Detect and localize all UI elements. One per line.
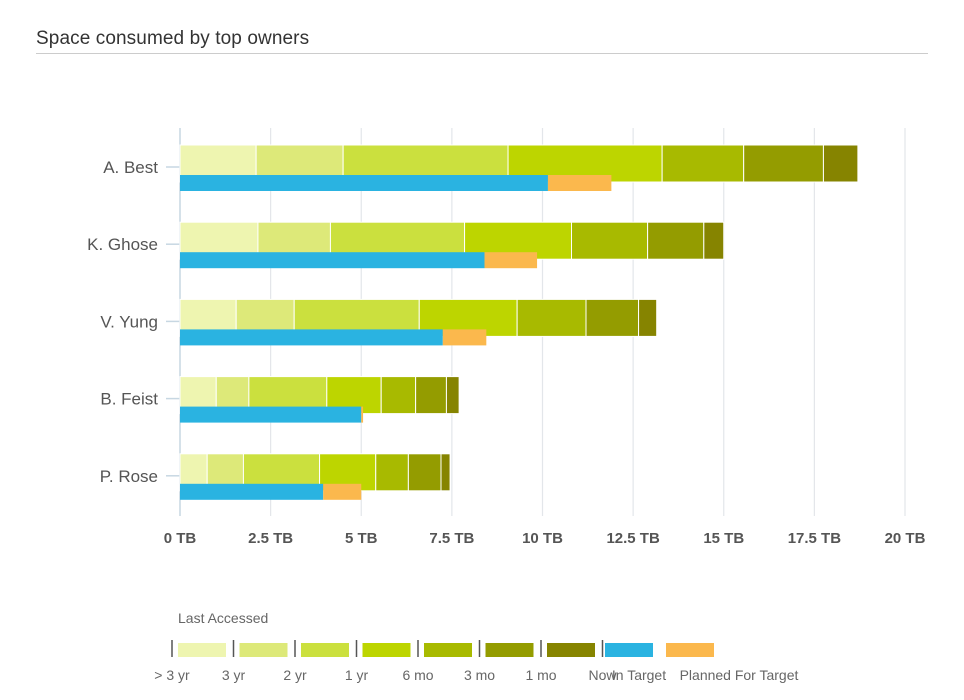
legend-swatch bbox=[547, 643, 595, 657]
legend-label: 3 mo bbox=[464, 667, 495, 683]
legend-label: 6 mo bbox=[402, 667, 433, 683]
x-tick-label: 7.5 TB bbox=[429, 530, 474, 547]
target-bar-segment bbox=[180, 175, 548, 191]
target-bar-segment bbox=[361, 406, 364, 423]
target-bar-segment bbox=[180, 406, 362, 423]
legend-swatch bbox=[362, 643, 411, 657]
bar-segment bbox=[703, 221, 725, 260]
x-tick-label: 2.5 TB bbox=[248, 530, 293, 547]
target-bar-segment bbox=[180, 483, 324, 500]
category-label: P. Rose bbox=[100, 467, 158, 486]
category-label: B. Feist bbox=[100, 390, 158, 409]
bar-segment bbox=[647, 221, 705, 260]
bar-segment bbox=[822, 144, 859, 183]
chart-title: Space consumed by top owners bbox=[36, 28, 310, 49]
target-bar-segment bbox=[180, 329, 443, 346]
x-tick-label: 17.5 TB bbox=[788, 530, 842, 547]
bar-segment bbox=[638, 298, 658, 337]
bar-segment bbox=[407, 453, 442, 492]
category-label: A. Best bbox=[103, 158, 158, 177]
target-bar-segment bbox=[180, 252, 485, 269]
x-tick-label: 0 TB bbox=[164, 530, 197, 547]
bar-segment bbox=[375, 453, 409, 492]
legend-swatch bbox=[485, 643, 534, 657]
category-label: K. Ghose bbox=[87, 235, 158, 254]
legend-swatch bbox=[424, 643, 472, 657]
x-tick-label: 10 TB bbox=[522, 530, 563, 547]
legend-label: 2 yr bbox=[283, 667, 307, 683]
legend-label: 1 yr bbox=[345, 667, 369, 683]
legend-label: Now bbox=[588, 667, 617, 683]
category-label: V. Yung bbox=[100, 312, 158, 331]
legend-label: > 3 yr bbox=[154, 667, 190, 683]
x-tick-label: 20 TB bbox=[885, 530, 926, 547]
legend-swatch bbox=[666, 643, 714, 657]
bar-segment bbox=[585, 298, 640, 337]
legend-swatch bbox=[301, 643, 349, 657]
legend-title: Last Accessed bbox=[178, 610, 269, 626]
bar-segment bbox=[445, 376, 460, 415]
legend-swatch bbox=[178, 643, 226, 657]
bar-segment bbox=[440, 453, 451, 492]
x-tick-label: 12.5 TB bbox=[606, 530, 660, 547]
target-bar-segment bbox=[442, 329, 487, 346]
bar-segment bbox=[415, 376, 447, 415]
bar-segment bbox=[516, 298, 587, 337]
legend-label: 1 mo bbox=[525, 667, 556, 683]
target-bar-segment bbox=[484, 252, 538, 269]
title-divider bbox=[36, 53, 928, 54]
target-bar-segment bbox=[547, 175, 612, 191]
legend-swatch bbox=[605, 643, 653, 657]
bar-segment bbox=[661, 144, 745, 183]
x-tick-label: 15 TB bbox=[703, 530, 744, 547]
target-bar-segment bbox=[323, 483, 362, 500]
x-tick-label: 5 TB bbox=[345, 530, 378, 547]
bar-segment bbox=[743, 144, 824, 183]
bar-segment bbox=[571, 221, 649, 260]
bar-segment bbox=[380, 376, 417, 415]
legend-swatch bbox=[239, 643, 288, 657]
legend-label: Planned For Target bbox=[680, 667, 799, 683]
legend-label: 3 yr bbox=[222, 667, 246, 683]
legend-label: In Target bbox=[612, 667, 666, 683]
